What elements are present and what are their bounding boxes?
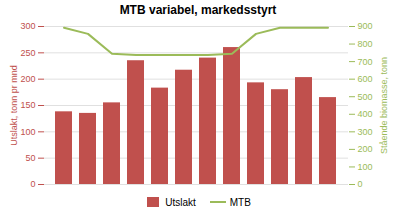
svg-text:0: 0 <box>30 179 35 189</box>
svg-text:500: 500 <box>358 92 373 102</box>
svg-text:700: 700 <box>358 56 373 66</box>
svg-text:800: 800 <box>358 39 373 49</box>
svg-text:Stående biomasse, tonn: Stående biomasse, tonn <box>379 57 389 154</box>
html-text:MTB: MTB <box>229 196 251 208</box>
html-text:Utslakt: Utslakt <box>165 196 196 208</box>
svg-text:50: 50 <box>25 153 35 163</box>
svg-text:100: 100 <box>20 127 35 137</box>
svg-text:200: 200 <box>358 144 373 154</box>
svg-text:100: 100 <box>358 162 373 172</box>
svg-text:0: 0 <box>358 179 363 189</box>
svg-text:600: 600 <box>358 74 373 84</box>
svg-text:200: 200 <box>20 74 35 84</box>
svg-text:150: 150 <box>20 100 35 110</box>
svg-text:300: 300 <box>20 21 35 31</box>
svg-text:400: 400 <box>358 109 373 119</box>
html-text:MTB variabel, markedsstyrt: MTB variabel, markedsstyrt <box>119 3 277 17</box>
svg-text:900: 900 <box>358 21 373 31</box>
svg-text:Utslakt, tonn pr mnd: Utslakt, tonn pr mnd <box>9 65 19 146</box>
svg-text:300: 300 <box>358 127 373 137</box>
svg-text:250: 250 <box>20 48 35 58</box>
